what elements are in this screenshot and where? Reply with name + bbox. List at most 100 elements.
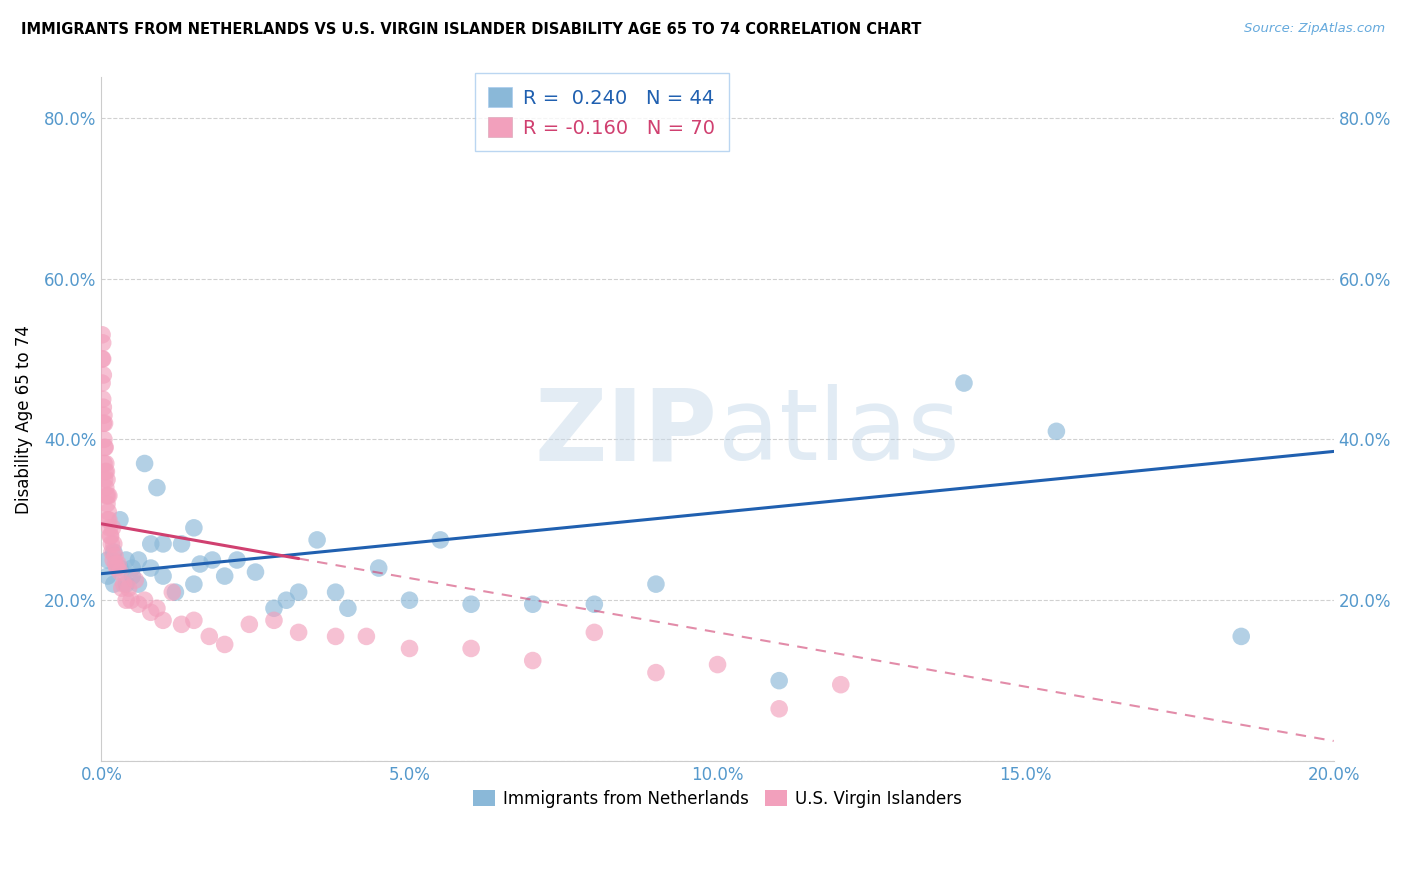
Point — [97, 569, 120, 583]
Point — [101, 521, 124, 535]
Point — [93, 473, 115, 487]
Point — [97, 489, 120, 503]
Point — [91, 335, 114, 350]
Point — [108, 561, 131, 575]
Point — [245, 565, 267, 579]
Point — [91, 351, 114, 366]
Point — [97, 505, 120, 519]
Point — [112, 577, 135, 591]
Point — [94, 441, 117, 455]
Point — [100, 537, 122, 551]
Point — [152, 569, 174, 583]
Point — [127, 577, 149, 591]
Point — [103, 537, 125, 551]
Legend: Immigrants from Netherlands, U.S. Virgin Islanders: Immigrants from Netherlands, U.S. Virgin… — [467, 783, 969, 814]
Point — [953, 376, 976, 390]
Text: IMMIGRANTS FROM NETHERLANDS VS U.S. VIRGIN ISLANDER DISABILITY AGE 65 TO 74 CORR: IMMIGRANTS FROM NETHERLANDS VS U.S. VIRG… — [21, 22, 921, 37]
Point — [93, 457, 115, 471]
Point — [134, 593, 156, 607]
Point — [263, 613, 285, 627]
Point — [93, 441, 115, 455]
Point — [103, 577, 125, 591]
Point — [91, 376, 114, 390]
Point — [96, 497, 118, 511]
Point — [214, 569, 236, 583]
Point — [263, 601, 285, 615]
Point — [146, 601, 169, 615]
Point — [183, 521, 205, 535]
Point — [356, 629, 378, 643]
Point — [91, 400, 114, 414]
Text: atlas: atlas — [717, 384, 959, 482]
Point — [124, 573, 146, 587]
Point — [170, 537, 193, 551]
Point — [96, 473, 118, 487]
Point — [91, 417, 114, 431]
Point — [645, 665, 668, 680]
Point — [96, 465, 118, 479]
Point — [94, 457, 117, 471]
Point — [276, 593, 298, 607]
Point — [97, 553, 120, 567]
Point — [201, 553, 224, 567]
Point — [398, 641, 420, 656]
Point — [104, 549, 127, 563]
Point — [103, 545, 125, 559]
Point — [115, 577, 138, 591]
Point — [115, 593, 138, 607]
Point — [214, 637, 236, 651]
Point — [93, 409, 115, 423]
Point — [107, 557, 129, 571]
Point — [97, 513, 120, 527]
Point — [583, 625, 606, 640]
Point — [105, 561, 128, 575]
Point — [108, 513, 131, 527]
Point — [139, 605, 162, 619]
Point — [170, 617, 193, 632]
Point — [117, 581, 139, 595]
Point — [460, 641, 482, 656]
Point — [183, 613, 205, 627]
Point — [398, 593, 420, 607]
Point — [100, 529, 122, 543]
Point — [121, 561, 143, 575]
Point — [139, 537, 162, 551]
Point — [226, 553, 249, 567]
Point — [91, 392, 114, 406]
Point — [96, 489, 118, 503]
Point — [108, 565, 131, 579]
Point — [522, 597, 544, 611]
Point — [325, 585, 347, 599]
Text: ZIP: ZIP — [534, 384, 717, 482]
Point — [325, 629, 347, 643]
Text: Source: ZipAtlas.com: Source: ZipAtlas.com — [1244, 22, 1385, 36]
Point — [127, 597, 149, 611]
Point — [91, 327, 114, 342]
Point — [336, 601, 359, 615]
Point — [165, 585, 187, 599]
Point — [645, 577, 668, 591]
Point — [111, 581, 134, 595]
Point — [287, 625, 309, 640]
Point — [830, 678, 852, 692]
Point — [583, 597, 606, 611]
Point — [198, 629, 221, 643]
Point — [1230, 629, 1253, 643]
Point — [183, 577, 205, 591]
Point — [93, 417, 115, 431]
Point — [101, 553, 124, 567]
Point — [93, 433, 115, 447]
Point — [139, 561, 162, 575]
Point — [94, 465, 117, 479]
Point — [101, 545, 124, 559]
Y-axis label: Disability Age 65 to 74: Disability Age 65 to 74 — [15, 325, 32, 514]
Point — [146, 481, 169, 495]
Point — [98, 521, 121, 535]
Point — [238, 617, 260, 632]
Point — [460, 597, 482, 611]
Point — [429, 533, 451, 547]
Point — [706, 657, 728, 672]
Point — [287, 585, 309, 599]
Point — [98, 529, 121, 543]
Point — [97, 489, 120, 503]
